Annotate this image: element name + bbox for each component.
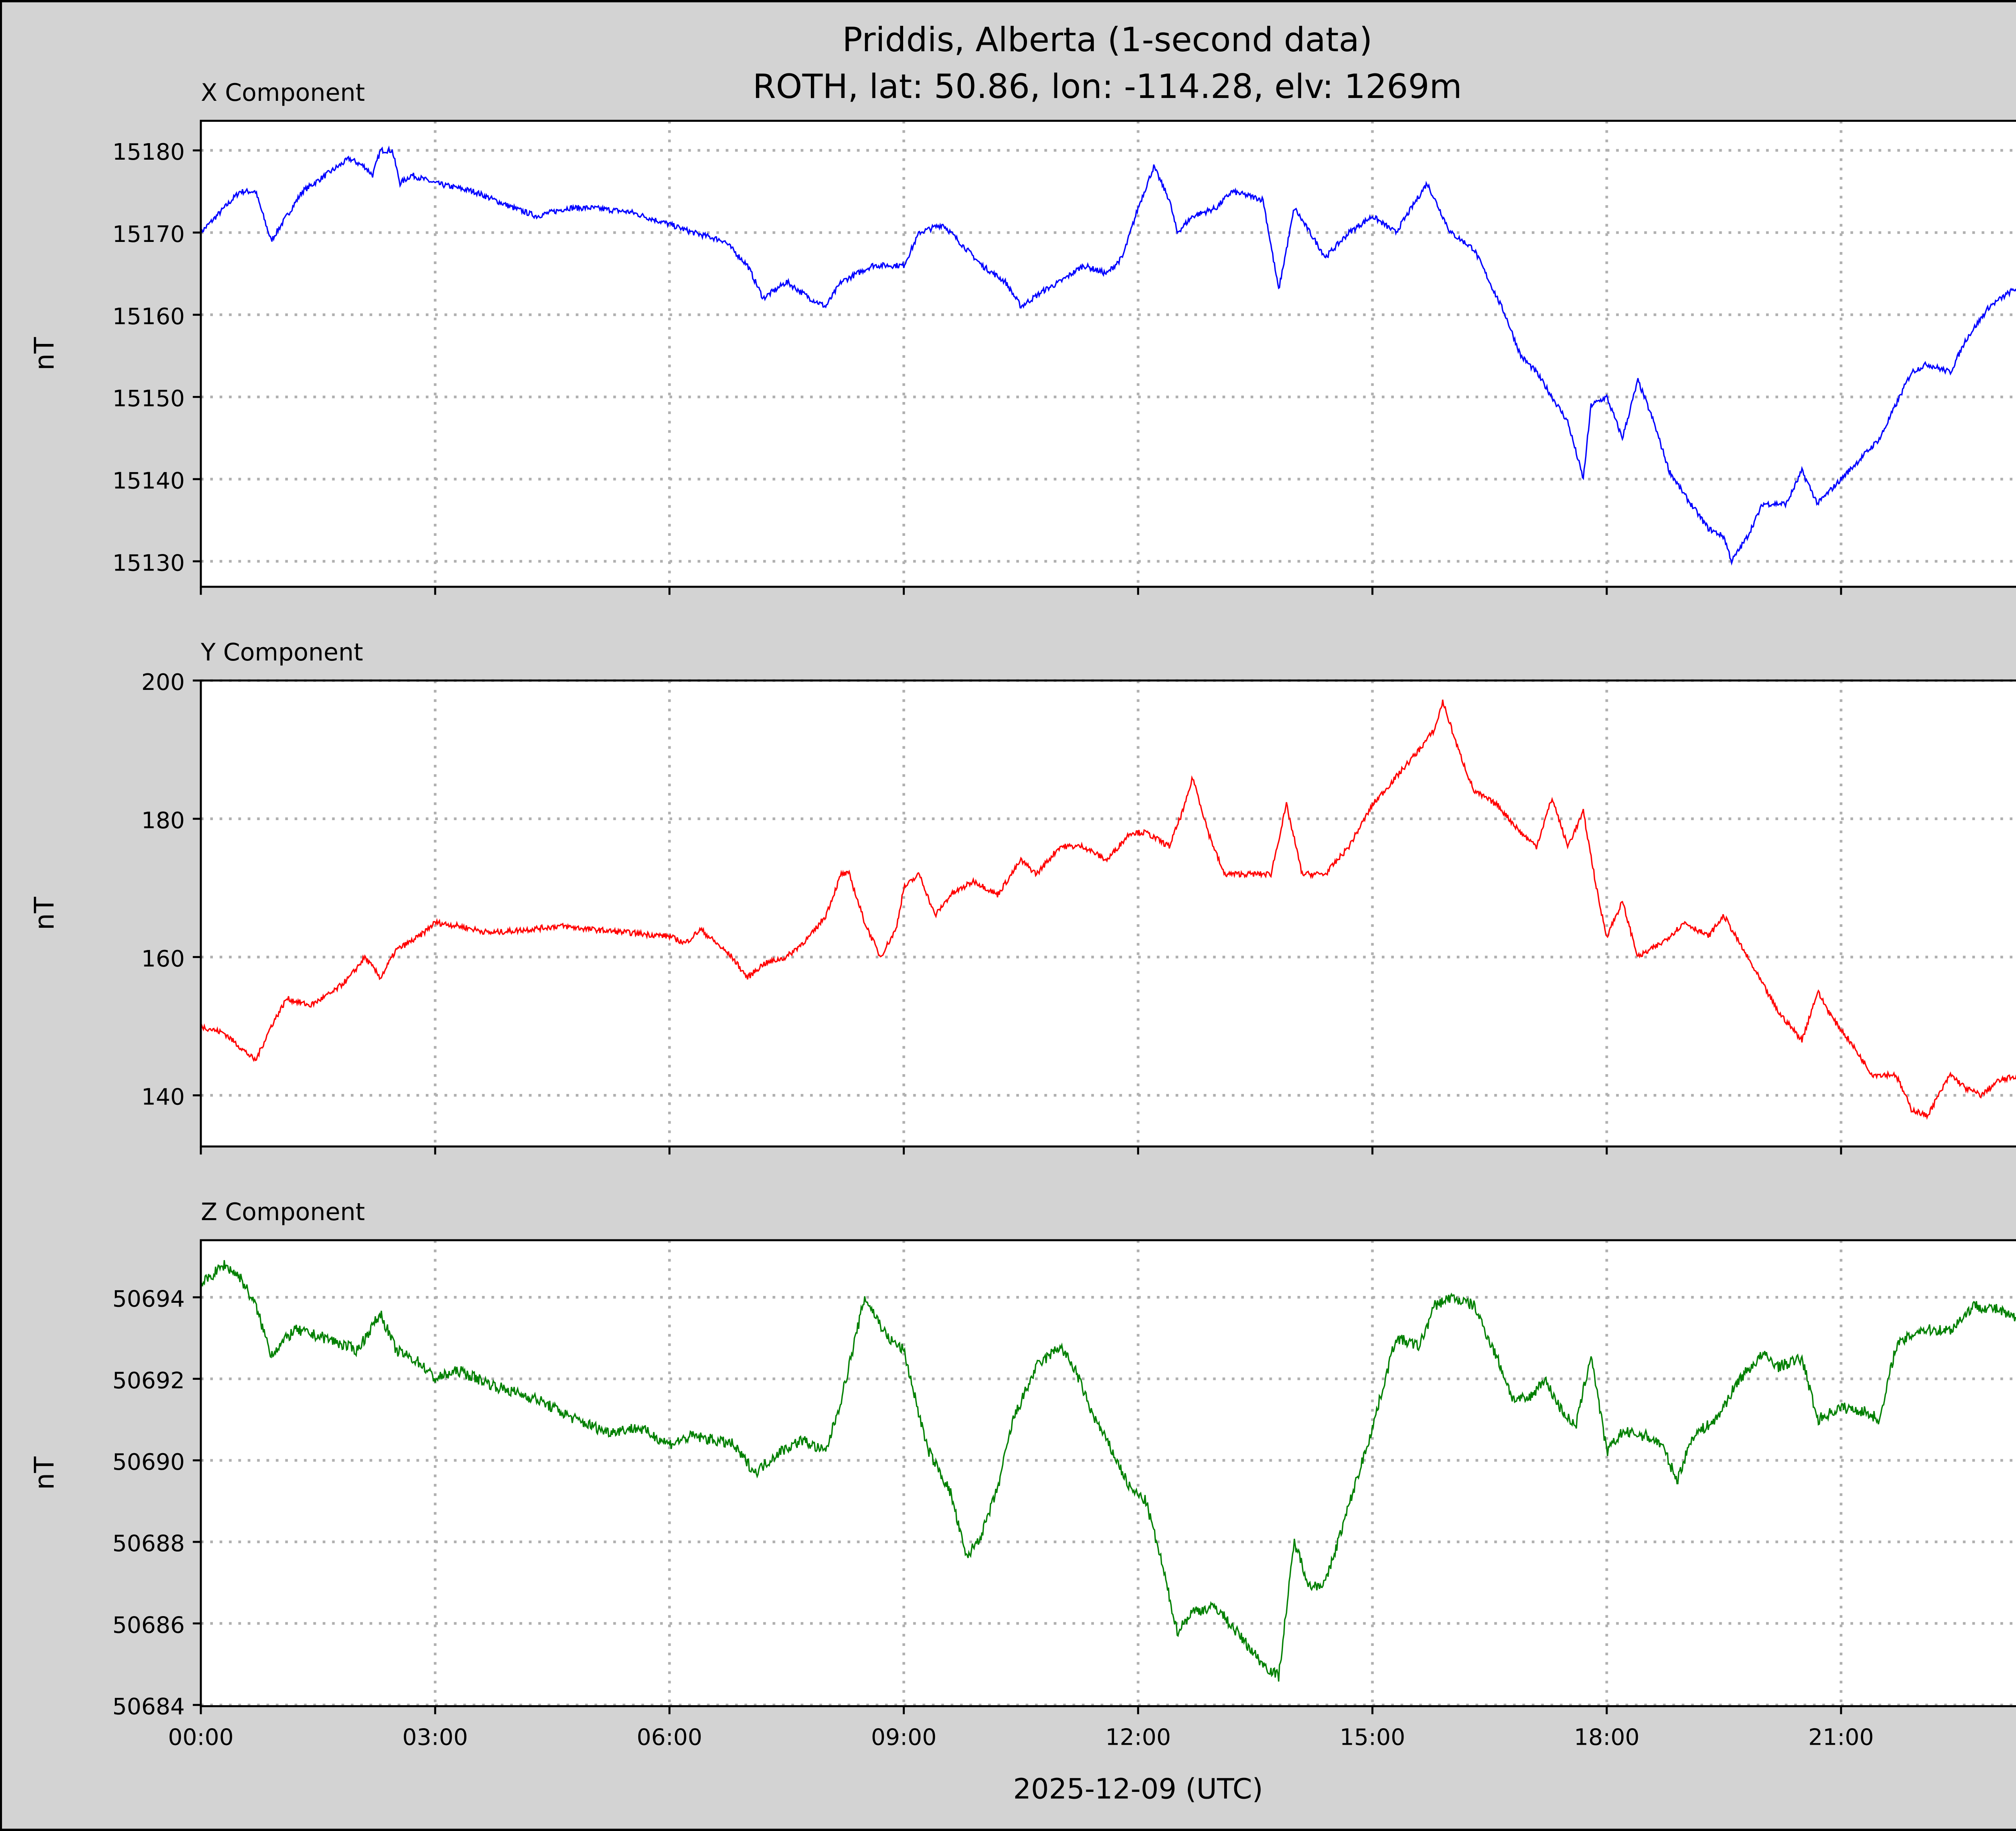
panel-title: X Component [201, 79, 365, 107]
chart-subtitle: ROTH, lat: 50.86, lon: -114.28, elv: 126… [753, 67, 1462, 106]
y-tick-label: 15140 [112, 468, 185, 494]
series-line-y [201, 699, 2016, 1120]
y-tick-label: 140 [142, 1084, 185, 1110]
x-tick-label: 06:00 [637, 1725, 702, 1751]
x-tick-label: 15:00 [1339, 1725, 1405, 1751]
y-tick-label: 15130 [112, 550, 185, 576]
x-tick-label: 03:00 [402, 1725, 468, 1751]
y-tick-label: 50686 [112, 1612, 185, 1638]
panel-title: Z Component [201, 1198, 365, 1226]
x-tick-label: 18:00 [1574, 1725, 1640, 1751]
y-tick-label: 15180 [112, 139, 185, 165]
y-tick-label: 50690 [112, 1449, 185, 1475]
panel-x-component: X Component nT 15130 15140 15150 15160 15170 15… [29, 79, 2016, 595]
y-tick-label: 180 [142, 808, 185, 834]
y-tick-label: 200 [142, 669, 185, 696]
y-tick-label: 15170 [112, 221, 185, 248]
x-tick-label: 09:00 [871, 1725, 937, 1751]
y-tick-label: 15150 [112, 386, 185, 412]
x-tick-label: 12:00 [1105, 1725, 1171, 1751]
y-tick-label: 50688 [112, 1531, 185, 1557]
plot-area [201, 1240, 2016, 1706]
y-axis-label: nT [29, 337, 60, 371]
y-tick-label: 160 [142, 946, 185, 972]
x-tick-label: 00:00 [168, 1725, 234, 1751]
series-line-z [201, 1260, 2016, 1682]
panel-z-component: Z Component nT 00:00 03:00 06:00 09:00 12:00 15… [29, 1198, 2016, 1751]
panel-y-component: Y Component nT 140 160 180 200 [29, 639, 2016, 1155]
panel-title: Y Component [200, 639, 363, 667]
y-tick-label: 50694 [112, 1286, 185, 1312]
chart-title: Priddis, Alberta (1-second data) [842, 20, 1372, 59]
y-axis-label: nT [29, 1456, 60, 1490]
y-axis-label: nT [29, 897, 60, 930]
y-tick-label: 50684 [112, 1694, 185, 1720]
x-tick-label: 21:00 [1808, 1725, 1874, 1751]
y-tick-label: 50692 [112, 1368, 185, 1394]
plot-frame [200, 679, 2016, 1148]
x-axis-label: 2025-12-09 (UTC) [1013, 1773, 1263, 1806]
plot-area [201, 121, 2016, 587]
plot-frame [200, 1239, 2016, 1707]
y-tick-label: 15160 [112, 304, 185, 330]
series-line-x [201, 145, 2016, 566]
plot-area [201, 680, 2016, 1147]
plot-frame [200, 120, 2016, 588]
